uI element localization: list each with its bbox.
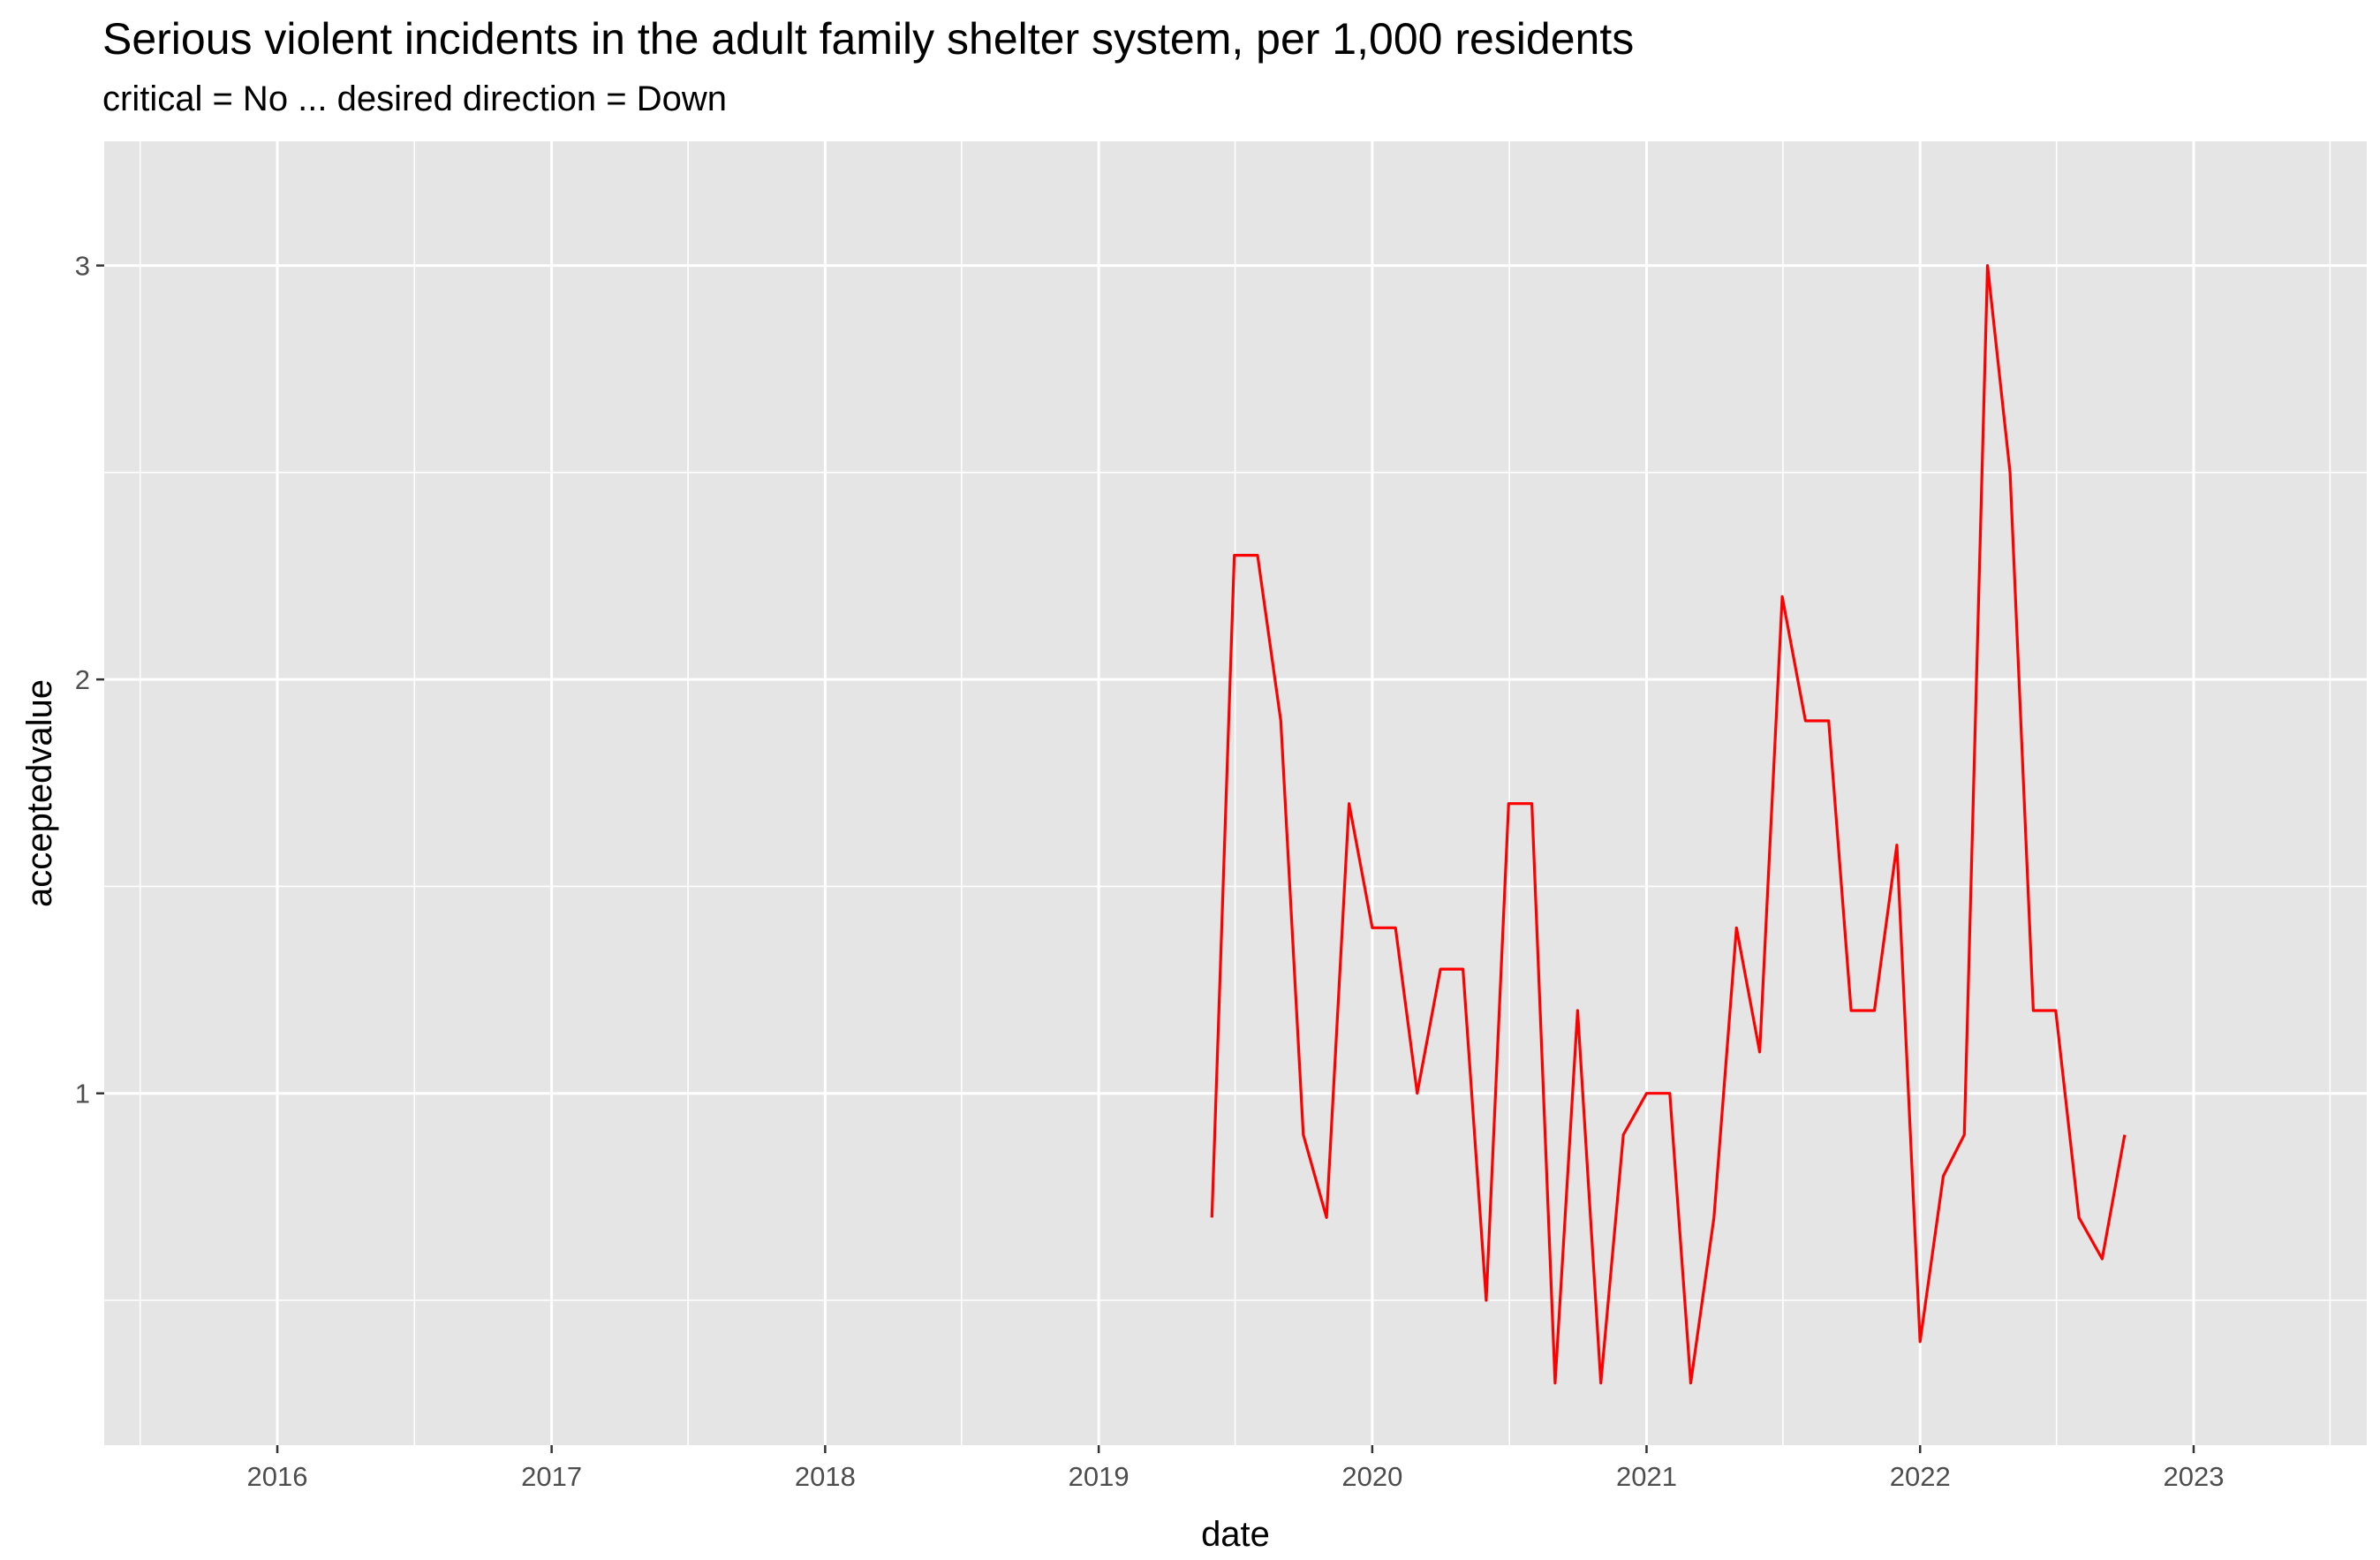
y-tick-label: 3 [75,251,90,282]
chart-subtitle: critical = No ... desired direction = Do… [102,80,727,118]
x-axis-title: date [1201,1515,1270,1554]
x-tick-label: 2019 [1069,1461,1130,1492]
major-gridlines [104,141,2367,1445]
x-tick-label: 2020 [1341,1461,1402,1492]
series-layer [1210,264,2127,1385]
x-tick-label: 2018 [795,1461,856,1492]
x-tick-label: 2017 [521,1461,582,1492]
axes: 2016 2017 2018 2019 2020 2021 2022 2023 1 2 3 [75,251,2225,1492]
y-tick-label: 2 [75,664,90,695]
x-tick-label: 2021 [1616,1461,1677,1492]
x-tick-label: 2022 [1890,1461,1951,1492]
x-tick-label: 2016 [247,1461,308,1492]
chart-title: Serious violent incidents in the adult f… [102,14,1635,64]
y-axis-title: acceptedvalue [20,679,59,907]
minor-gridlines [104,141,2367,1445]
y-tick-label: 1 [75,1079,90,1109]
series-line [1210,264,2127,1385]
x-tick-label: 2023 [2163,1461,2224,1492]
